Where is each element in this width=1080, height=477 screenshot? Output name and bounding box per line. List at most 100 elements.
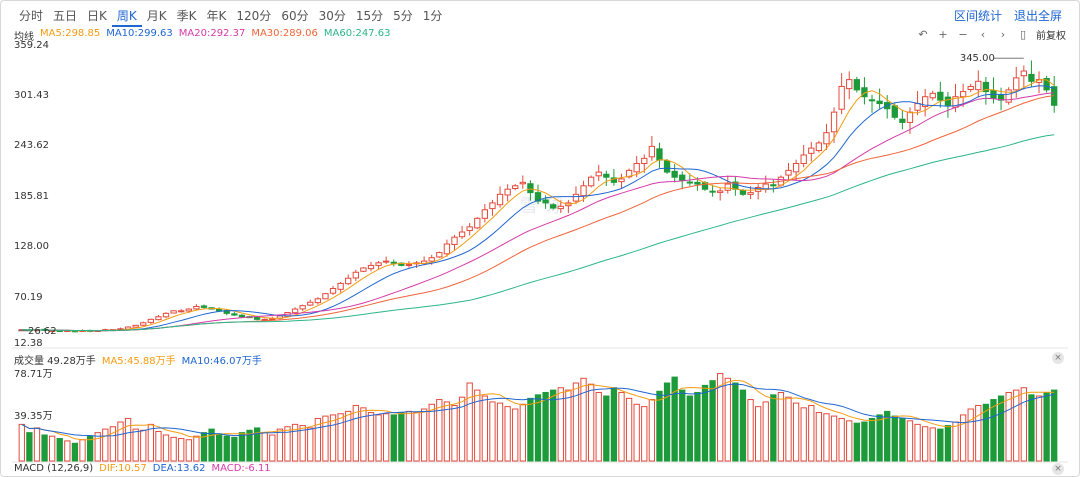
candle-body bbox=[193, 306, 200, 310]
macd-legend-item-1: DEA:13.62 bbox=[152, 463, 206, 474]
tab-3[interactable]: 周K bbox=[111, 7, 142, 27]
volume-bar bbox=[982, 403, 990, 462]
candle-body bbox=[390, 261, 397, 264]
exit-fullscreen-link[interactable]: 退出全屏 bbox=[1013, 9, 1062, 23]
volume-bar bbox=[504, 406, 511, 462]
candle-body bbox=[140, 322, 147, 326]
volume-bar bbox=[625, 397, 633, 462]
volume-bar bbox=[496, 402, 504, 462]
volume-bar bbox=[997, 395, 1005, 462]
top-right-links: 区间统计 退出全屏 bbox=[954, 7, 1062, 24]
price-tick-5: 70.19 bbox=[14, 292, 43, 303]
candle-body bbox=[534, 192, 542, 202]
volume-bar bbox=[792, 402, 800, 462]
tab-1[interactable]: 五日 bbox=[53, 9, 78, 23]
volume-bar bbox=[906, 420, 914, 462]
volume-bar bbox=[49, 435, 56, 462]
volume-bar bbox=[565, 389, 572, 462]
macd-legend-item-2: MACD:-6.11 bbox=[211, 463, 271, 474]
volume-bar bbox=[656, 390, 663, 462]
undo-icon[interactable]: ↶ bbox=[918, 27, 928, 41]
candle-body bbox=[914, 103, 921, 111]
volume-bar bbox=[587, 383, 595, 462]
zoom-out-icon[interactable]: − bbox=[958, 27, 968, 41]
candle-body bbox=[329, 288, 337, 294]
candle-body bbox=[724, 183, 731, 191]
volume-bar bbox=[132, 428, 139, 462]
volume-bar bbox=[458, 396, 466, 462]
volume-bar bbox=[314, 417, 322, 462]
tab-12[interactable]: 1分 bbox=[422, 9, 443, 23]
close-volume-icon[interactable]: × bbox=[1052, 352, 1064, 364]
volume-bar bbox=[261, 432, 268, 462]
candle-body bbox=[132, 324, 139, 328]
ma60-line bbox=[21, 134, 1055, 332]
tab-10[interactable]: 15分 bbox=[355, 9, 384, 23]
tab-2[interactable]: 日K bbox=[87, 9, 107, 23]
tab-5[interactable]: 季K bbox=[176, 9, 197, 23]
volume-bar bbox=[868, 417, 876, 462]
candle-body bbox=[466, 226, 473, 232]
tab-4[interactable]: 月K bbox=[146, 9, 167, 23]
tab-6[interactable]: 年K bbox=[206, 9, 227, 23]
tab-0[interactable]: 分时 bbox=[19, 9, 44, 23]
volume-bar bbox=[701, 384, 709, 462]
volume-bar bbox=[1035, 395, 1043, 462]
fit-icon[interactable]: ▯ bbox=[1019, 27, 1027, 41]
volume-bar bbox=[770, 394, 777, 462]
tab-8[interactable]: 60分 bbox=[281, 9, 309, 23]
next-icon[interactable]: › bbox=[1000, 27, 1006, 41]
candle-body bbox=[1020, 70, 1027, 77]
volume-bar bbox=[1028, 394, 1035, 462]
volume-bar bbox=[519, 403, 526, 462]
candle-body bbox=[846, 79, 853, 90]
volume-bar bbox=[694, 391, 701, 462]
candle-body bbox=[899, 118, 906, 123]
prev-icon[interactable]: ‹ bbox=[980, 27, 986, 41]
volume-bar bbox=[246, 429, 253, 462]
volume-bar bbox=[800, 407, 807, 462]
candle-body bbox=[443, 243, 451, 255]
volume-bar bbox=[79, 439, 86, 462]
ma-legend-item-3: MA30:289.06 bbox=[251, 28, 318, 39]
candle-body bbox=[800, 154, 807, 165]
tab-9[interactable]: 30分 bbox=[318, 9, 346, 23]
volume-bar bbox=[876, 414, 883, 462]
volume-bar bbox=[808, 404, 815, 462]
candle-body bbox=[512, 185, 519, 190]
ma-legend-label: 均线 bbox=[14, 32, 34, 43]
chart-toolbar: ↶ + − ‹ › ▯ 前复权 bbox=[916, 27, 1066, 43]
tab-7[interactable]: 120分 bbox=[236, 9, 272, 23]
ma-legend-item-0: MA5:298.85 bbox=[40, 28, 101, 39]
close-macd-icon[interactable]: × bbox=[1052, 463, 1064, 475]
volume-bar bbox=[709, 380, 716, 462]
candle-body bbox=[451, 236, 458, 245]
candle-body bbox=[663, 160, 671, 173]
candle-body bbox=[542, 199, 549, 204]
volume-bar bbox=[610, 387, 618, 462]
volume-bar bbox=[815, 412, 823, 462]
zoom-in-icon[interactable]: + bbox=[938, 27, 948, 41]
volume-bar bbox=[739, 389, 747, 462]
tab-11[interactable]: 5分 bbox=[393, 9, 413, 23]
candle-body bbox=[367, 264, 375, 270]
candle-body bbox=[428, 257, 435, 262]
volume-bar bbox=[466, 382, 473, 462]
volume-bar bbox=[155, 430, 162, 462]
candle-body bbox=[975, 80, 982, 91]
volume-bar bbox=[747, 399, 754, 462]
volume-bar bbox=[64, 440, 71, 462]
candle-body bbox=[921, 96, 929, 108]
candle-body bbox=[656, 148, 663, 161]
candle-body bbox=[185, 308, 192, 312]
volume-bar bbox=[71, 442, 79, 462]
volume-bar bbox=[428, 403, 435, 462]
adjust-label[interactable]: 前复权 bbox=[1036, 31, 1066, 42]
volume-bar bbox=[884, 410, 891, 462]
volume-bar bbox=[18, 423, 25, 462]
candle-body bbox=[496, 193, 504, 206]
volume-bar bbox=[284, 426, 291, 462]
volume-bar bbox=[208, 428, 215, 462]
range-stats-link[interactable]: 区间统计 bbox=[953, 9, 1002, 23]
candle-body bbox=[170, 310, 177, 314]
